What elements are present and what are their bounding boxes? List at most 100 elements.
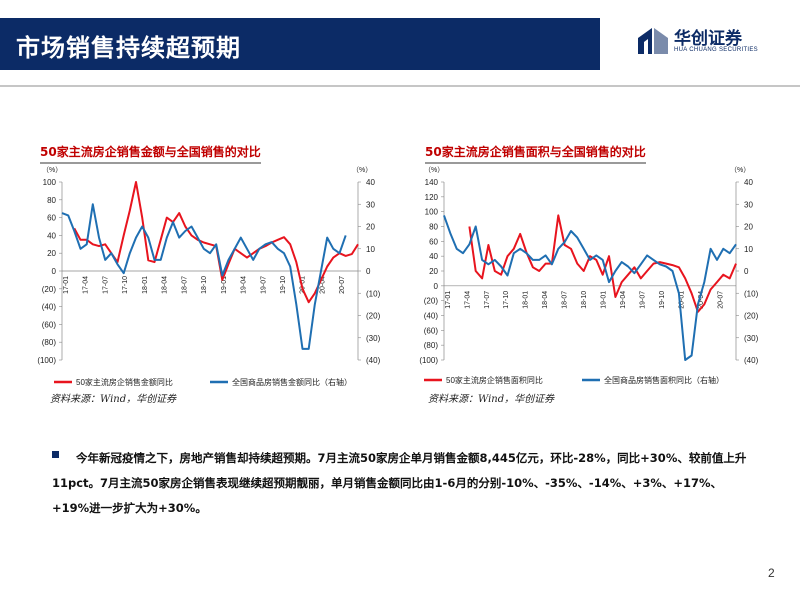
- chart-1-left-tick: 40: [47, 231, 56, 240]
- chart-2-x-tick: 20-01: [678, 291, 685, 309]
- chart-2-legend-label: 50家主流房企销售面积同比: [446, 375, 543, 385]
- chart-1-series-red-line: [73, 181, 359, 304]
- chart-2-x-tick: 17-01: [445, 291, 452, 309]
- chart-1-left-tick: (60): [42, 320, 57, 329]
- summary-paragraph: 今年新冠疫情之下，房地产销售却持续超预期。7月主流50家房企单月销售金额8,44…: [52, 451, 747, 515]
- chart-2-right-tick: (20): [744, 312, 759, 321]
- header-divider: [0, 85, 800, 87]
- chart-1-x-tick: 17-07: [102, 276, 109, 294]
- chart-1-right-tick: (20): [366, 312, 381, 321]
- chart-1-right-tick: (40): [366, 356, 381, 365]
- chart-1-right-tick: 40: [366, 178, 375, 187]
- page-title: 市场销售持续超预期: [16, 34, 241, 62]
- bullet-marker: [52, 451, 59, 458]
- chart-1-left-unit: （%）: [42, 166, 62, 174]
- chart-1: （%） （%）100806040200(20)(40)(60)(80)(100)4…: [37, 166, 381, 387]
- chart-1-x-tick: 19-01: [221, 276, 228, 294]
- chart-2-right-tick: (30): [744, 334, 759, 343]
- chart-1-left-tick: 20: [47, 249, 56, 258]
- chart-1-x-tick: 17-01: [63, 276, 70, 294]
- chart-2-right-tick: 0: [744, 267, 749, 276]
- chart-2-x-tick: 20-07: [717, 291, 724, 309]
- chart-2-left-tick: 60: [429, 237, 438, 246]
- chart-1-right-tick: 0: [366, 267, 371, 276]
- chart-2-x-tick: 17-04: [464, 291, 471, 309]
- chart-2-left-tick: 140: [425, 178, 439, 187]
- logo-icon: [638, 28, 668, 54]
- chart-1-x-tick: 18-10: [201, 276, 208, 294]
- logo-text: 华创证券: [674, 29, 742, 49]
- chart-2-x-tick: 20-04: [698, 291, 705, 309]
- chart-1-left-tick: (80): [42, 338, 57, 347]
- chart-1-x-tick: 17-10: [122, 276, 129, 294]
- chart-1-right-tick: (10): [366, 289, 381, 298]
- chart-1-left-tick: 60: [47, 214, 56, 223]
- chart-1-x-tick: 19-04: [241, 276, 248, 294]
- chart-2-right-tick: (40): [744, 356, 759, 365]
- chart-1-x-tick: 19-10: [280, 276, 287, 294]
- chart-2-right-tick: 40: [744, 178, 753, 187]
- chart-2-right-tick: 30: [744, 200, 753, 209]
- chart-2-x-tick: 19-07: [640, 291, 647, 309]
- chart-2-x-tick: 19-04: [620, 291, 627, 309]
- chart-1-title: 50家主流房企销售金额与全国销售的对比: [40, 143, 261, 164]
- chart-2-x-tick: 18-07: [562, 291, 569, 309]
- chart-1-source: 资料来源：Wind，华创证券: [50, 394, 177, 405]
- chart-1-left-tick: 80: [47, 196, 56, 205]
- chart-1-left-tick: (20): [42, 285, 57, 294]
- chart-2-left-tick: (80): [424, 341, 439, 350]
- chart-2-title: 50家主流房企销售面积与全国销售的对比: [425, 143, 646, 164]
- chart-1-left-tick: 0: [52, 267, 57, 276]
- page-number: 2: [768, 566, 775, 580]
- chart-1-x-tick: 20-07: [339, 276, 346, 294]
- chart-1-series-blue-line: [61, 203, 347, 350]
- chart-1-x-tick: 18-01: [142, 276, 149, 294]
- chart-1-right-unit: （%）: [352, 166, 372, 174]
- chart-1-legend-label: 全国商品房销售金额同比（右轴）: [232, 377, 352, 387]
- chart-1-right-tick: 20: [366, 223, 375, 232]
- chart-2-series-red-line: [468, 214, 737, 313]
- chart-2-right-unit: （%）: [730, 166, 750, 174]
- title-bar: [0, 18, 600, 70]
- chart-2-left-tick: (40): [424, 312, 439, 321]
- chart-2-x-tick: 19-10: [659, 291, 666, 309]
- chart-2-left-tick: 20: [429, 267, 438, 276]
- chart-2-left-tick: 120: [425, 193, 439, 202]
- chart-1-x-tick: 20-01: [300, 276, 307, 294]
- chart-2-left-tick: (20): [424, 297, 439, 306]
- chart-2-right-tick: 10: [744, 245, 753, 254]
- chart-2-left-tick: (60): [424, 326, 439, 335]
- chart-1-left-tick: (40): [42, 303, 57, 312]
- chart-2-right-tick: 20: [744, 223, 753, 232]
- chart-1-right-tick: 30: [366, 200, 375, 209]
- chart-1-right-tick: (30): [366, 334, 381, 343]
- chart-2: （%） （%）140120100806040200(20)(40)(60)(80)…: [419, 166, 759, 385]
- chart-2-x-tick: 17-07: [484, 291, 491, 309]
- chart-1-x-tick: 17-04: [83, 276, 90, 294]
- chart-2-legend-label: 全国商品房销售面积同比（右轴）: [604, 375, 724, 385]
- chart-1-left-tick: 100: [43, 178, 57, 187]
- header: 市场销售持续超预期 华创证券 HUA CHUANG SECURITIES: [0, 0, 800, 85]
- chart-1-left-tick: (100): [37, 356, 56, 365]
- chart-1-x-tick: 18-07: [181, 276, 188, 294]
- chart-2-series-blue-line: [443, 215, 737, 361]
- chart-2-left-tick: 0: [434, 282, 439, 291]
- chart-1-x-tick: 20-04: [319, 276, 326, 294]
- chart-1-legend-label: 50家主流房企销售金额同比: [76, 377, 173, 387]
- chart-2-right-tick: (10): [744, 289, 759, 298]
- logo-subtext: HUA CHUANG SECURITIES: [674, 47, 758, 53]
- chart-2-x-tick: 18-01: [523, 291, 530, 309]
- chart-2-x-tick: 19-01: [601, 291, 608, 309]
- chart-2-x-tick: 18-04: [542, 291, 549, 309]
- chart-2-left-tick: (100): [419, 356, 438, 365]
- chart-1-x-tick: 19-07: [260, 276, 267, 294]
- chart-2-left-unit: （%）: [424, 166, 444, 174]
- chart-1-right-tick: 10: [366, 245, 375, 254]
- chart-2-source: 资料来源：Wind，华创证券: [428, 394, 555, 405]
- chart-1-x-tick: 18-04: [162, 276, 169, 294]
- chart-2-left-tick: 40: [429, 252, 438, 261]
- chart-2-left-tick: 100: [425, 208, 439, 217]
- chart-2-left-tick: 80: [429, 223, 438, 232]
- chart-2-x-tick: 17-10: [503, 291, 510, 309]
- chart-2-x-tick: 18-10: [581, 291, 588, 309]
